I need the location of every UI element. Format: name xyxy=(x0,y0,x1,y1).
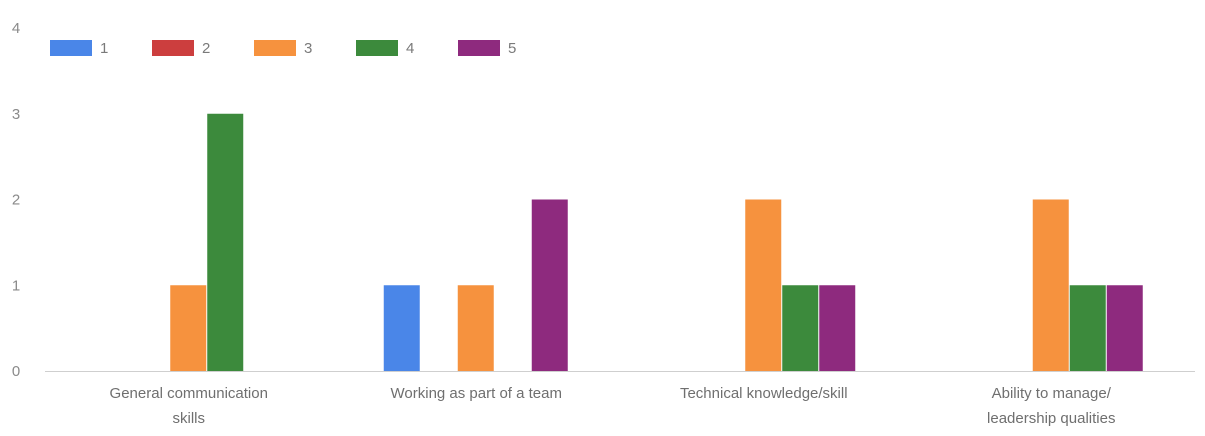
bar-3-4 xyxy=(1032,199,1069,371)
x-category-label: leadership qualities xyxy=(987,410,1115,427)
legend-label-2: 2 xyxy=(202,40,210,57)
legend-label-1: 1 xyxy=(100,40,108,57)
bar-4-4 xyxy=(1069,285,1106,371)
bar-5-3 xyxy=(819,285,856,371)
bar-3-3 xyxy=(745,199,782,371)
bar-4-3 xyxy=(782,285,819,371)
y-tick-label: 2 xyxy=(12,192,20,209)
bar-4-1 xyxy=(207,113,244,371)
bar-3-1 xyxy=(170,285,207,371)
y-tick-label: 0 xyxy=(12,363,20,380)
legend-label-4: 4 xyxy=(406,40,414,57)
bar-3-2 xyxy=(457,285,494,371)
legend-swatch-3 xyxy=(254,40,296,56)
legend-swatch-2 xyxy=(152,40,194,56)
legend-label-3: 3 xyxy=(304,40,312,57)
y-tick-label: 3 xyxy=(12,106,20,123)
bar-5-4 xyxy=(1106,285,1143,371)
legend-swatch-1 xyxy=(50,40,92,56)
legend-swatch-4 xyxy=(356,40,398,56)
x-category-label: Ability to manage/ xyxy=(992,385,1112,402)
legend-label-5: 5 xyxy=(508,40,516,57)
x-category-label: Working as part of a team xyxy=(391,385,562,402)
bar-1-2 xyxy=(383,285,420,371)
y-tick-label: 1 xyxy=(12,277,20,294)
x-category-label: Technical knowledge/skill xyxy=(680,385,848,402)
legend-swatch-5 xyxy=(458,40,500,56)
x-category-label: skills xyxy=(173,410,206,427)
x-category-label: General communication xyxy=(110,385,268,402)
y-tick-label: 4 xyxy=(12,20,20,37)
bar-5-2 xyxy=(531,199,568,371)
